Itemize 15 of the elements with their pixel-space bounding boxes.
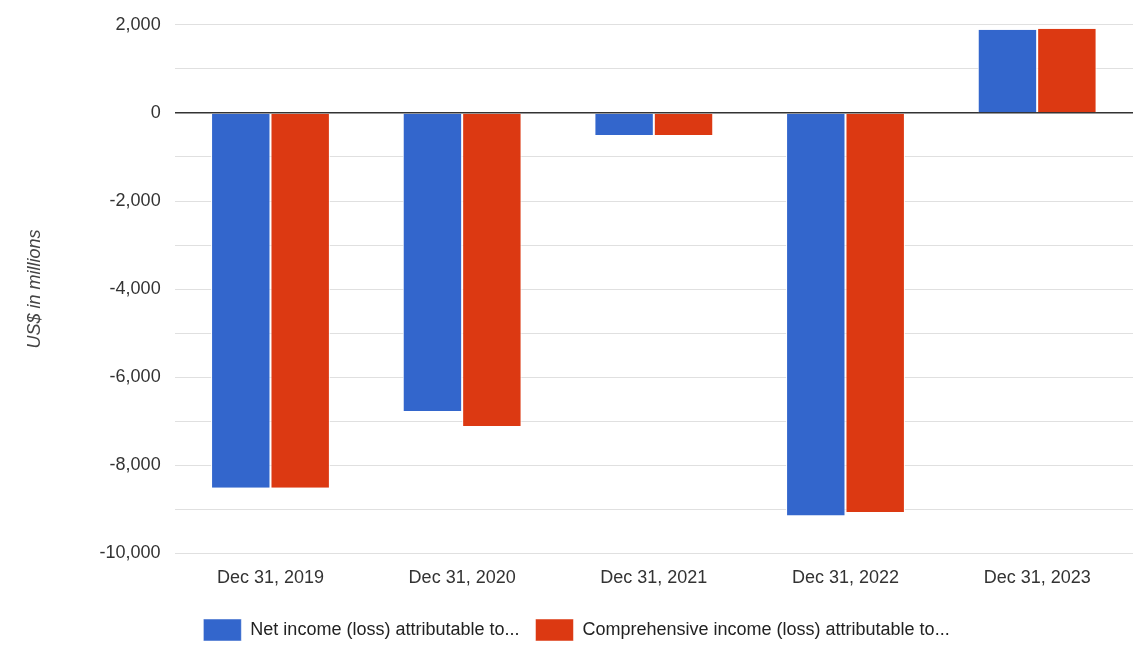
legend-label: Comprehensive income (loss) attributable to... <box>582 618 950 639</box>
legend-label: Net income (loss) attributable to... <box>250 618 520 639</box>
y-tick-label: -8,000 <box>109 454 161 475</box>
x-tick-label: Dec 31, 2022 <box>791 567 900 588</box>
x-tick-label: Dec 31, 2021 <box>600 567 708 588</box>
y-tick-label: -2,000 <box>109 189 161 210</box>
y-tick-label: -10,000 <box>99 542 161 563</box>
y-axis-title: US$ in millions <box>23 229 44 349</box>
y-tick-label: 2,000 <box>115 13 161 34</box>
y-tick-label: -6,000 <box>109 366 161 387</box>
x-tick-label: Dec 31, 2019 <box>216 567 325 588</box>
y-tick-label: -4,000 <box>109 278 161 299</box>
y-tick-label: 0 <box>150 101 161 122</box>
x-tick-label: Dec 31, 2023 <box>983 567 1091 588</box>
x-tick-label: Dec 31, 2020 <box>408 567 516 588</box>
